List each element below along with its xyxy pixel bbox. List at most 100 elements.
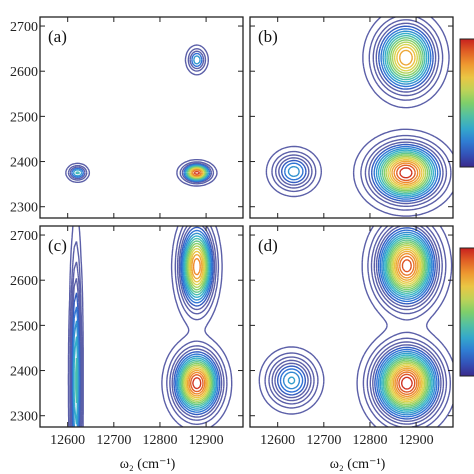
panel-b: (b)	[249, 16, 474, 219]
contour-line	[73, 235, 216, 425]
contour-line	[271, 226, 445, 425]
colorbar	[459, 247, 474, 377]
y-tick-label: 2500	[10, 110, 38, 125]
colorbar	[459, 38, 474, 168]
contour-line	[190, 374, 204, 393]
contour-plot	[265, 17, 453, 217]
y-tick-label: 2700	[10, 20, 38, 35]
contour-line	[377, 32, 434, 197]
panel-c: (c) 2300 2400 2500 2600 2700 12600 12700 12800 12…	[10, 225, 244, 448]
contour-line	[396, 164, 416, 182]
panel-frame	[249, 225, 454, 428]
contour-line	[193, 170, 201, 175]
contour-line	[184, 247, 210, 401]
contour-plot	[258, 226, 453, 427]
contour-line	[391, 49, 421, 186]
contour-line	[191, 169, 202, 177]
contour-line	[265, 17, 453, 217]
panel-a: (a) 2300 2400 2500 2600 2700	[10, 16, 244, 219]
x-axis-title: ω₂ (cm⁻¹)	[120, 457, 176, 472]
contour-line	[180, 240, 214, 406]
contour-line	[72, 229, 219, 427]
x-tick-label: 12800	[352, 433, 387, 448]
contour-line	[258, 226, 453, 427]
contour-line	[264, 226, 451, 427]
panel-frame	[39, 225, 244, 428]
contour-line	[189, 167, 205, 179]
contour-line	[274, 226, 442, 422]
contour-line	[67, 226, 233, 427]
contour-line	[401, 376, 413, 390]
contour-line	[396, 255, 418, 395]
contour-line	[271, 17, 452, 211]
contour-line	[388, 244, 426, 404]
contour-line	[69, 226, 228, 427]
contour-line	[268, 226, 448, 427]
contour-line	[188, 257, 206, 395]
contour-line	[185, 250, 209, 399]
contour-line	[392, 250, 421, 399]
contour-plot	[67, 226, 233, 427]
y-tick-label: 2300	[10, 410, 38, 425]
contour-line	[69, 50, 213, 184]
x-axis-title: ω₂ (cm⁻¹)	[330, 457, 386, 472]
contour-line	[398, 259, 416, 393]
y-tick-label: 2500	[10, 319, 38, 334]
x-tick-label: 12900	[189, 433, 224, 448]
contour-line	[275, 19, 448, 207]
panel-label: (d)	[258, 236, 278, 255]
contour-line	[379, 35, 433, 195]
contour-line	[186, 166, 207, 180]
contour-line	[279, 229, 438, 418]
contour-line	[385, 241, 429, 407]
contour-line	[72, 232, 218, 427]
contour-line	[284, 28, 439, 200]
panel-label: (c)	[48, 236, 67, 255]
contour-line	[192, 377, 202, 390]
contour-line	[386, 243, 427, 406]
contour-line	[190, 168, 204, 178]
contour-line	[186, 253, 207, 397]
x-tick-label: 12800	[142, 433, 177, 448]
x-tick-label: 12600	[50, 433, 85, 448]
y-tick-label: 2400	[10, 156, 38, 171]
x-tick-label: 12700	[96, 433, 131, 448]
contour-line	[384, 239, 430, 409]
panel-label: (a)	[48, 27, 67, 46]
y-tick-label: 2600	[10, 274, 38, 289]
contour-line	[181, 242, 212, 404]
contour-line	[71, 52, 211, 182]
contour-line	[381, 235, 433, 412]
contour-line	[282, 231, 436, 416]
contour-line	[278, 22, 444, 205]
y-tick-label: 2600	[10, 65, 38, 80]
contour-line	[389, 246, 424, 403]
x-tick-label: 12700	[306, 433, 341, 448]
y-tick-label: 2300	[10, 201, 38, 216]
y-tick-label: 2400	[10, 365, 38, 380]
panel-d: (d) 12600 12700 12800 12900	[249, 225, 474, 448]
y-tick-label: 2700	[10, 229, 38, 244]
contour-line	[75, 237, 215, 408]
panel-frame	[39, 16, 244, 219]
x-tick-label: 12600	[260, 433, 295, 448]
contour-line	[72, 55, 210, 182]
contour-line	[383, 39, 429, 192]
contour-line	[287, 30, 437, 198]
x-tick-label: 12900	[399, 433, 434, 448]
contour-line	[394, 252, 420, 398]
contour-line	[399, 167, 413, 179]
contour-line	[281, 25, 441, 202]
contour-line	[385, 41, 427, 190]
contour-line	[287, 233, 435, 414]
contour-line	[382, 237, 432, 411]
contour-line	[183, 245, 211, 402]
contour-line	[67, 48, 215, 185]
contour-line	[391, 248, 423, 401]
contour-line	[389, 46, 423, 187]
contour-line	[387, 43, 425, 189]
panel-frame	[249, 16, 454, 219]
contour-line	[277, 227, 440, 420]
panel-label: (b)	[258, 27, 278, 46]
contour-plot	[65, 44, 218, 187]
